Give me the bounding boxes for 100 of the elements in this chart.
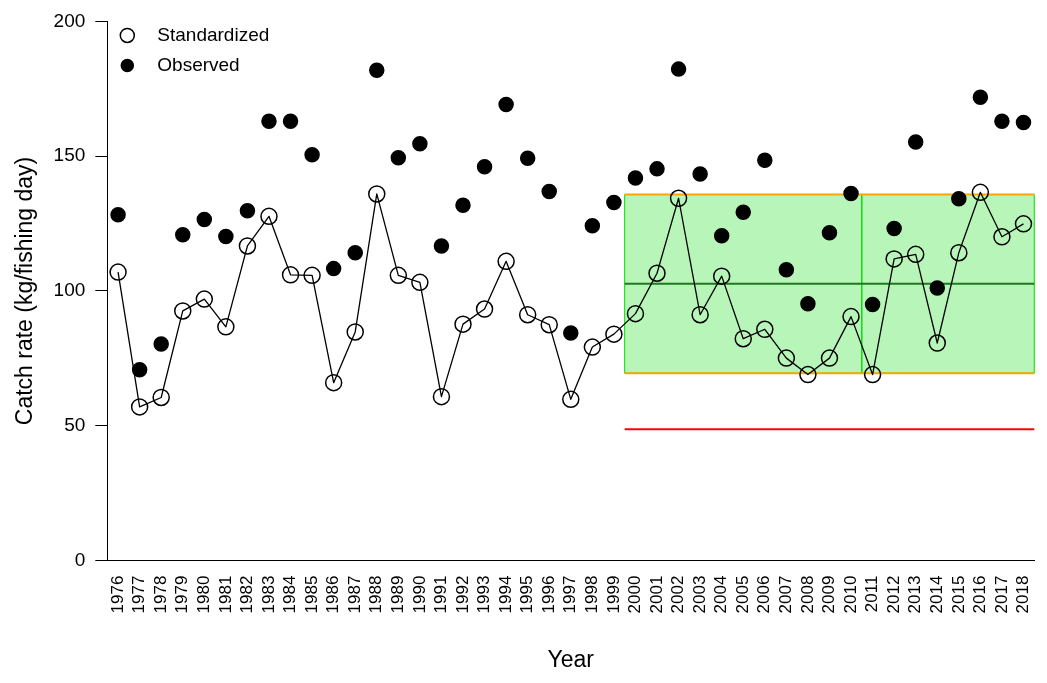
point [886, 220, 902, 237]
point [260, 207, 278, 226]
x-tick-label: 2016 [970, 575, 990, 614]
point [175, 226, 191, 243]
point [518, 305, 537, 324]
x-tick-label: 1996 [538, 575, 558, 614]
x-tick-label: 1985 [301, 575, 321, 614]
y-tick-label: 200 [53, 9, 86, 31]
point [648, 264, 666, 282]
point [885, 250, 903, 268]
point [929, 280, 946, 296]
x-tick-label: 2005 [732, 575, 752, 614]
point [412, 136, 428, 152]
point [411, 273, 429, 292]
x-tick-label: 1991 [431, 575, 451, 614]
point [971, 183, 990, 202]
x-tick-label: 1977 [129, 575, 149, 614]
x-tick-label: 1979 [172, 575, 192, 614]
point [907, 134, 924, 150]
point [432, 387, 451, 406]
point [239, 202, 256, 219]
point [498, 96, 514, 113]
x-tick-label: 1984 [280, 575, 300, 614]
point [218, 228, 234, 245]
y-tick-label: 100 [53, 279, 86, 301]
x-tick-label: 1992 [452, 575, 472, 614]
point [649, 161, 665, 177]
x-tick-label: 1989 [388, 575, 408, 614]
point [324, 373, 343, 392]
point [605, 325, 623, 343]
point [130, 398, 149, 416]
point [368, 185, 386, 203]
x-tick-label: 1976 [107, 575, 127, 614]
x-tick-label: 1999 [603, 575, 623, 614]
point [390, 150, 407, 166]
point [993, 228, 1011, 246]
point [583, 338, 602, 356]
point [131, 361, 148, 378]
point [153, 336, 169, 352]
point [972, 89, 989, 105]
point [799, 365, 817, 384]
point [195, 290, 214, 308]
point [669, 189, 688, 207]
point [692, 166, 708, 182]
point [563, 325, 579, 341]
x-tick-label: 2013 [905, 575, 925, 614]
point [757, 152, 773, 168]
point [497, 252, 515, 271]
point [928, 334, 947, 352]
point [304, 147, 320, 163]
x-tick-label: 2012 [883, 575, 903, 614]
x-tick-label: 1980 [194, 575, 213, 614]
point [950, 243, 968, 262]
x-tick-label: 1994 [495, 575, 515, 614]
point [951, 191, 967, 207]
x-tick-label: 2009 [819, 575, 839, 614]
point [110, 206, 126, 223]
point [454, 315, 472, 333]
point [475, 300, 494, 318]
point [261, 113, 277, 129]
point [347, 244, 363, 261]
legend-label: Observed [157, 53, 240, 75]
point [325, 260, 342, 277]
x-tick-label: 2018 [1013, 575, 1033, 614]
point [540, 315, 558, 334]
x-tick-label: 1986 [323, 575, 343, 614]
point [303, 266, 321, 285]
x-tick-label: 1995 [517, 575, 537, 614]
point [820, 349, 839, 367]
x-tick-label: 2001 [646, 575, 666, 614]
point [282, 113, 299, 129]
point [152, 388, 170, 407]
x-tick-label: 1982 [237, 575, 257, 614]
point [196, 211, 213, 228]
point [346, 323, 364, 341]
x-tick-label: 2010 [840, 575, 860, 614]
x-tick-label: 2006 [754, 575, 774, 614]
point [713, 227, 730, 244]
point [778, 261, 795, 278]
x-tick-label: 1993 [474, 575, 494, 614]
x-tick-label: 2003 [689, 575, 709, 614]
point [994, 113, 1010, 129]
point [735, 204, 751, 221]
point [519, 150, 536, 167]
x-tick-label: 1978 [150, 575, 170, 614]
x-tick-label: 1998 [582, 575, 602, 614]
x-tick-label: 1987 [344, 575, 364, 614]
point [476, 158, 493, 175]
point [541, 183, 557, 200]
x-axis-title: Year [547, 645, 595, 672]
x-tick-label: 1997 [560, 575, 580, 614]
x-tick-label: 1990 [409, 575, 429, 614]
point [174, 302, 192, 320]
point [691, 305, 709, 324]
x-tick-label: 2015 [948, 575, 968, 614]
point [389, 266, 408, 285]
point [217, 318, 235, 336]
point [109, 263, 127, 281]
legend-label: Standardized [157, 23, 270, 45]
x-tick-label: 2007 [776, 575, 796, 614]
